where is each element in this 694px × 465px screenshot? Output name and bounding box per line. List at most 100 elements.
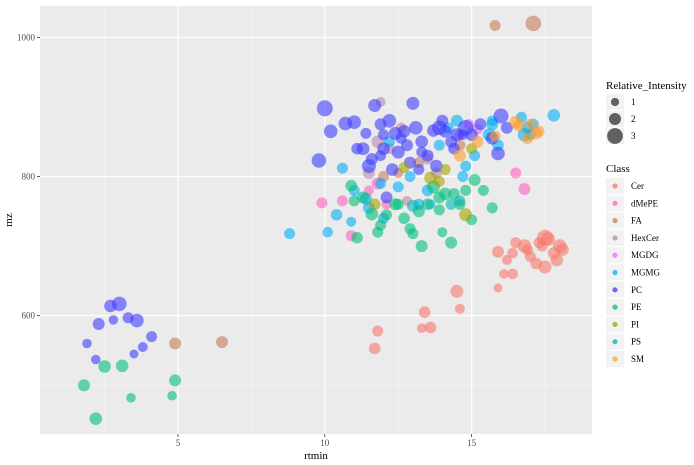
class-legend-label: MGDG <box>631 250 659 260</box>
data-point <box>468 174 481 186</box>
data-points <box>78 15 569 426</box>
data-point <box>525 15 542 32</box>
data-point <box>499 269 509 279</box>
data-point <box>382 114 397 128</box>
data-point <box>460 184 472 196</box>
data-point <box>91 354 101 365</box>
class-legend-label: PE <box>631 302 642 312</box>
data-point <box>322 226 334 238</box>
data-point <box>457 171 469 182</box>
data-point <box>550 253 564 267</box>
class-legend-label: PS <box>631 337 641 347</box>
data-point <box>115 359 129 373</box>
size-legend-symbol <box>610 97 620 107</box>
data-point <box>507 247 518 259</box>
data-point <box>392 181 404 193</box>
data-point <box>92 318 105 330</box>
data-point <box>360 127 372 139</box>
data-point <box>347 115 362 129</box>
data-point <box>323 124 338 139</box>
data-point <box>409 121 423 135</box>
data-point <box>330 209 343 221</box>
data-point <box>493 283 503 293</box>
class-legend-symbol <box>612 321 618 327</box>
data-point <box>375 150 387 162</box>
data-point <box>169 337 182 350</box>
data-point <box>439 164 451 175</box>
y-tick-label: 600 <box>22 311 36 321</box>
data-point <box>547 109 561 122</box>
class-legend-symbol <box>612 252 618 258</box>
data-point <box>359 192 372 205</box>
data-point <box>460 160 472 172</box>
data-point <box>433 204 445 216</box>
data-point <box>521 132 534 144</box>
data-point <box>129 349 139 359</box>
data-point <box>407 228 419 240</box>
class-legend-label: SM <box>631 354 644 364</box>
data-point <box>351 142 363 155</box>
data-point <box>437 227 448 238</box>
data-point <box>433 175 445 187</box>
axes: 5 10 15 600 800 1000 <box>17 32 477 448</box>
data-point <box>346 216 357 227</box>
data-point <box>507 268 518 280</box>
y-tick-label: 800 <box>22 172 36 182</box>
data-point <box>433 139 445 151</box>
data-point <box>457 129 469 140</box>
data-point <box>459 208 473 222</box>
data-point <box>365 207 379 221</box>
data-point <box>406 96 420 110</box>
data-point <box>445 236 458 249</box>
class-legend-symbol <box>612 218 618 224</box>
data-point <box>454 195 466 207</box>
class-legend-symbol <box>612 339 618 345</box>
data-point <box>398 212 410 225</box>
data-point <box>392 198 404 210</box>
data-point <box>493 108 509 124</box>
size-legend-label: 3 <box>631 131 636 141</box>
data-point <box>500 121 513 134</box>
data-point <box>421 198 434 211</box>
data-point <box>311 153 327 168</box>
data-point <box>368 198 381 211</box>
class-legend-symbol <box>612 235 618 241</box>
class-legend-label: HexCer <box>631 233 659 243</box>
class-legend-title: Class <box>606 163 630 175</box>
data-point <box>130 313 144 328</box>
data-point <box>474 118 487 131</box>
data-point <box>536 240 548 252</box>
data-point <box>112 296 127 312</box>
data-point <box>436 114 449 127</box>
data-point <box>438 125 452 138</box>
class-legend-symbol <box>612 269 618 276</box>
data-point <box>368 99 382 112</box>
data-point <box>418 306 431 319</box>
data-point <box>454 303 465 314</box>
x-tick-label: 5 <box>176 438 181 448</box>
data-point <box>348 195 360 207</box>
data-point <box>386 163 399 176</box>
data-point <box>375 178 387 189</box>
data-point <box>416 146 428 158</box>
data-point <box>513 120 525 132</box>
data-point <box>533 125 545 137</box>
data-point <box>336 162 348 174</box>
data-point <box>450 284 464 298</box>
data-point <box>491 146 505 161</box>
class-legend-symbol <box>612 287 618 293</box>
data-point <box>518 183 531 195</box>
data-point <box>524 251 536 262</box>
data-point <box>404 171 416 182</box>
plot-panel <box>40 6 592 434</box>
data-point <box>336 195 348 207</box>
data-point <box>137 342 148 352</box>
data-point <box>501 255 512 265</box>
data-point <box>351 231 363 244</box>
class-legend-label: FA <box>631 216 642 226</box>
data-point <box>471 135 484 148</box>
data-point <box>378 129 389 141</box>
data-point <box>365 153 378 166</box>
